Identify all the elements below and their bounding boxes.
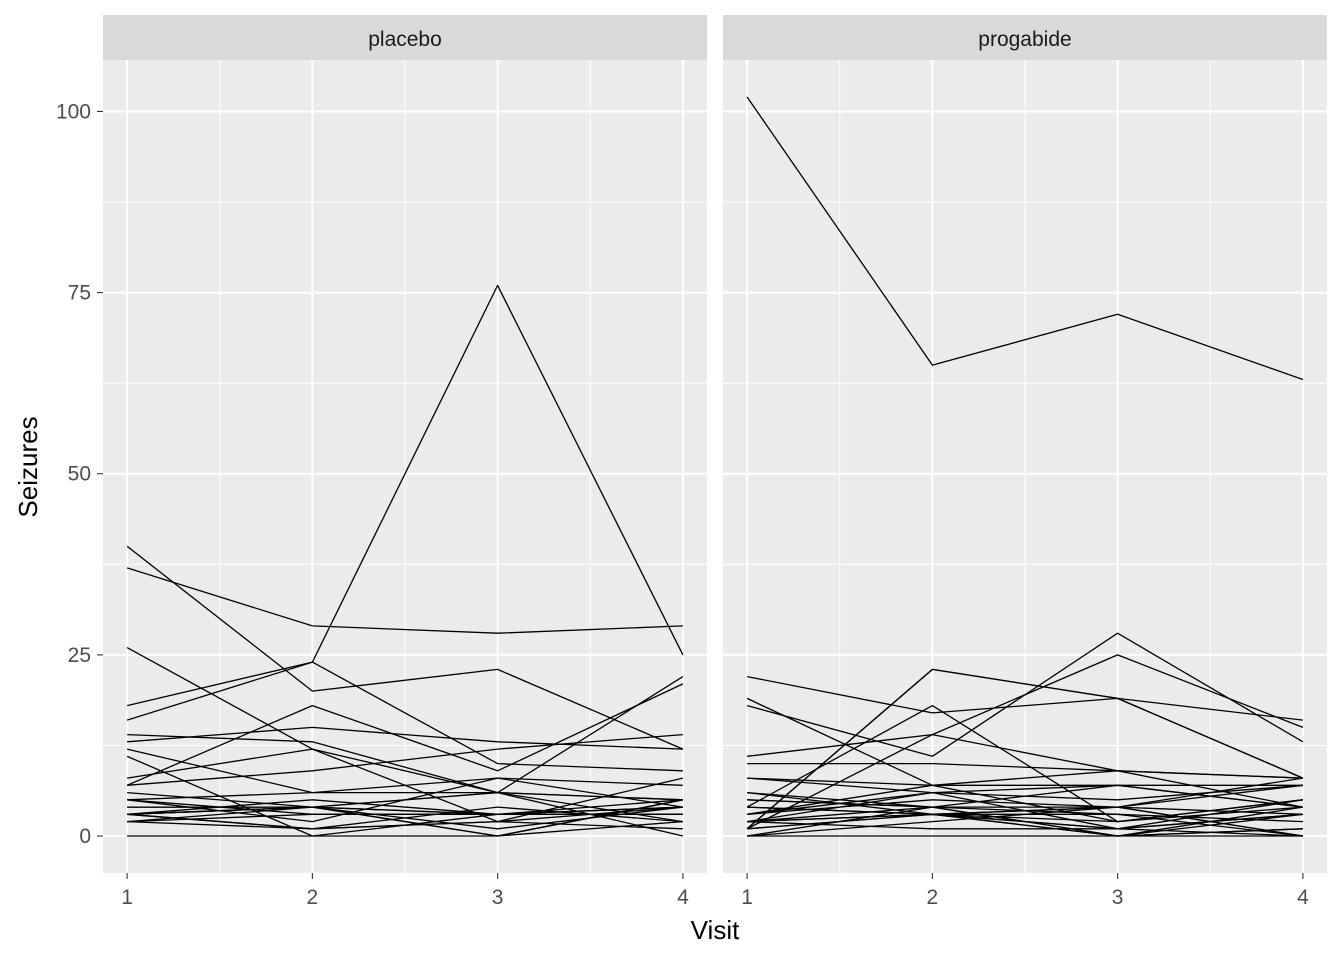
- series-line: [746, 96, 1304, 381]
- series-line: [747, 762, 1303, 779]
- x-tick-label: 4: [677, 886, 689, 909]
- facet-strip-label: progabide: [978, 28, 1071, 51]
- facet-strip: [103, 15, 707, 60]
- series-line: [127, 820, 683, 830]
- x-axis-title: Visit: [691, 915, 740, 945]
- series-line: [747, 777, 1303, 801]
- series-line: [746, 697, 1303, 823]
- series-line: [746, 675, 1303, 721]
- panel-placebo: placebo 1 2 3 4: [103, 15, 707, 909]
- series-line: [747, 784, 1303, 808]
- series-line: [747, 799, 1304, 830]
- y-tick-label: 50: [68, 463, 91, 486]
- series-line: [127, 733, 683, 786]
- series-line: [126, 661, 683, 772]
- series-line: [127, 791, 683, 837]
- y-axis: 0 25 50 75 100: [56, 100, 103, 848]
- series-line: [126, 545, 684, 750]
- series-line: [127, 806, 683, 830]
- series-line: [746, 668, 1304, 830]
- series-line: [127, 799, 683, 823]
- series-line: [126, 748, 684, 823]
- series-lines: [126, 284, 684, 837]
- y-tick-label: 0: [79, 825, 91, 848]
- series-line: [126, 284, 684, 707]
- x-tick-label: 2: [307, 886, 319, 909]
- y-tick-label: 100: [56, 100, 91, 123]
- y-tick-label: 75: [68, 282, 91, 305]
- panel-progabide: progabide 1 2 3 4: [723, 15, 1327, 909]
- series-line: [126, 683, 684, 786]
- series-line: [746, 654, 1304, 830]
- facet-strip-label: placebo: [368, 28, 442, 51]
- x-tick-label: 2: [927, 886, 939, 909]
- series-lines: [746, 96, 1304, 837]
- facet-panels: placebo 1 2 3 4 progabide 1 2 3 4: [103, 15, 1327, 909]
- series-line: [747, 791, 1304, 837]
- series-line: [747, 813, 1303, 837]
- series-line: [126, 755, 684, 837]
- x-tick-label: 4: [1297, 886, 1309, 909]
- y-tick-label: 25: [68, 644, 91, 667]
- x-tick-label: 1: [741, 886, 753, 909]
- x-tick-label: 1: [121, 886, 133, 909]
- x-tick-label: 3: [1112, 886, 1124, 909]
- facet-strip: [723, 15, 1327, 60]
- series-line: [127, 806, 683, 815]
- series-line: [126, 567, 683, 634]
- series-line: [126, 647, 684, 794]
- series-line: [127, 726, 683, 750]
- y-axis-title: Seizures: [13, 416, 43, 517]
- x-tick-label: 3: [492, 886, 504, 909]
